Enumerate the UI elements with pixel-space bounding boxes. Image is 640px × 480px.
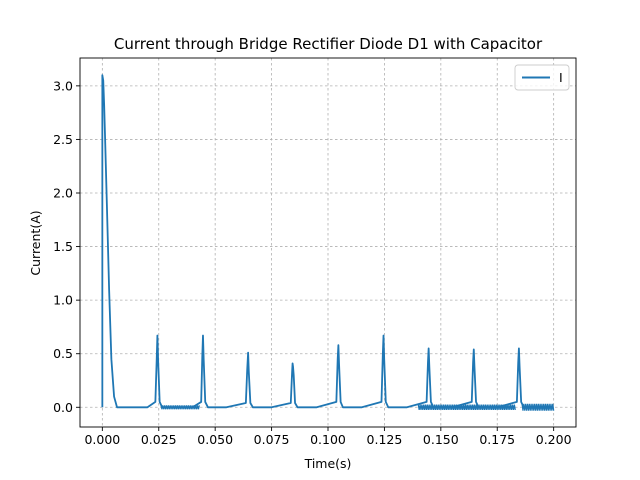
x-tick-label: 0.150 xyxy=(423,432,459,447)
y-axis-label: Current(A) xyxy=(28,210,43,275)
y-tick-label: 0.5 xyxy=(53,346,73,361)
x-tick-label: 0.125 xyxy=(367,432,403,447)
x-tick-label: 0.050 xyxy=(197,432,233,447)
x-tick-label: 0.025 xyxy=(141,432,177,447)
ripple-segment xyxy=(417,404,516,411)
x-tick-label: 0.175 xyxy=(479,432,515,447)
x-axis-label: Time(s) xyxy=(304,456,352,471)
legend-label-i: I xyxy=(559,70,563,85)
ripple-segment xyxy=(160,405,200,410)
series-layer xyxy=(101,74,555,411)
ripple-segment xyxy=(521,403,555,411)
y-tick-label: 2.5 xyxy=(53,132,73,147)
x-tick-label: 0.100 xyxy=(310,432,346,447)
series-line-i xyxy=(101,74,554,409)
x-tick-label: 0.075 xyxy=(254,432,290,447)
y-tick-label: 0.0 xyxy=(53,400,73,415)
y-tick-label: 2.0 xyxy=(53,186,73,201)
y-tick-label: 1.5 xyxy=(53,239,73,254)
chart-title: Current through Bridge Rectifier Diode D… xyxy=(114,35,543,53)
y-tick-label: 3.0 xyxy=(53,78,73,93)
y-tick-label: 1.0 xyxy=(53,293,73,308)
x-tick-label: 0.000 xyxy=(84,432,120,447)
x-tick-label: 0.200 xyxy=(536,432,572,447)
legend: I xyxy=(514,64,570,91)
x-axis-ticks: 0.000 0.025 0.050 0.075 0.100 0.125 0.150 0.175… xyxy=(84,427,572,447)
y-axis-ticks: 0.0 0.5 1.0 1.5 2.0 2.5 3.0 xyxy=(53,78,80,415)
